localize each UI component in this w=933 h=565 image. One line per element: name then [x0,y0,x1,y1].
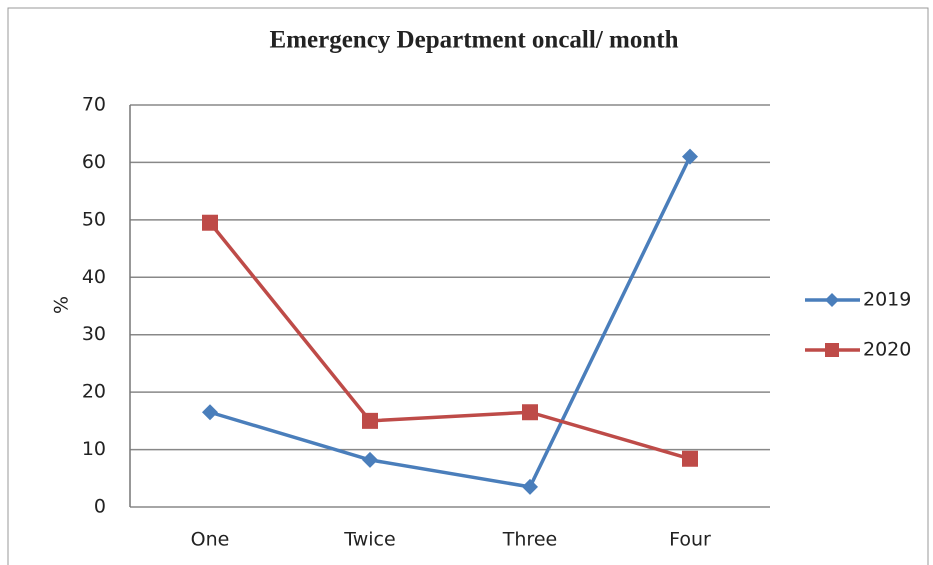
x-tick-label: Three [502,529,557,551]
marker [522,404,538,421]
legend-label: 2020 [863,339,911,361]
y-tick-label: 60 [82,151,106,173]
chart-title: Emergency Department oncall/ month [270,27,679,54]
marker [202,214,218,231]
y-tick-label: 20 [82,381,106,403]
chart-border [7,7,929,565]
marker [362,451,378,468]
legend-label: 2019 [863,289,911,311]
marker [682,148,698,165]
x-tick-label: Four [669,529,711,551]
marker [522,478,538,495]
y-tick-label: 0 [94,496,106,518]
y-tick-label: 10 [82,438,106,460]
marker [825,343,839,357]
x-tick-label: Twice [343,529,395,551]
marker [682,450,698,467]
series-line [209,155,692,489]
marker [202,404,218,421]
marker [362,412,378,429]
series-line [208,221,691,461]
y-tick-label: 30 [82,323,106,345]
y-axis-label: % [51,296,73,314]
y-tick-label: 50 [82,208,106,230]
y-tick-label: 40 [82,266,106,288]
y-tick-label: 70 [82,94,106,116]
marker [825,293,839,307]
x-tick-label: One [191,529,230,551]
